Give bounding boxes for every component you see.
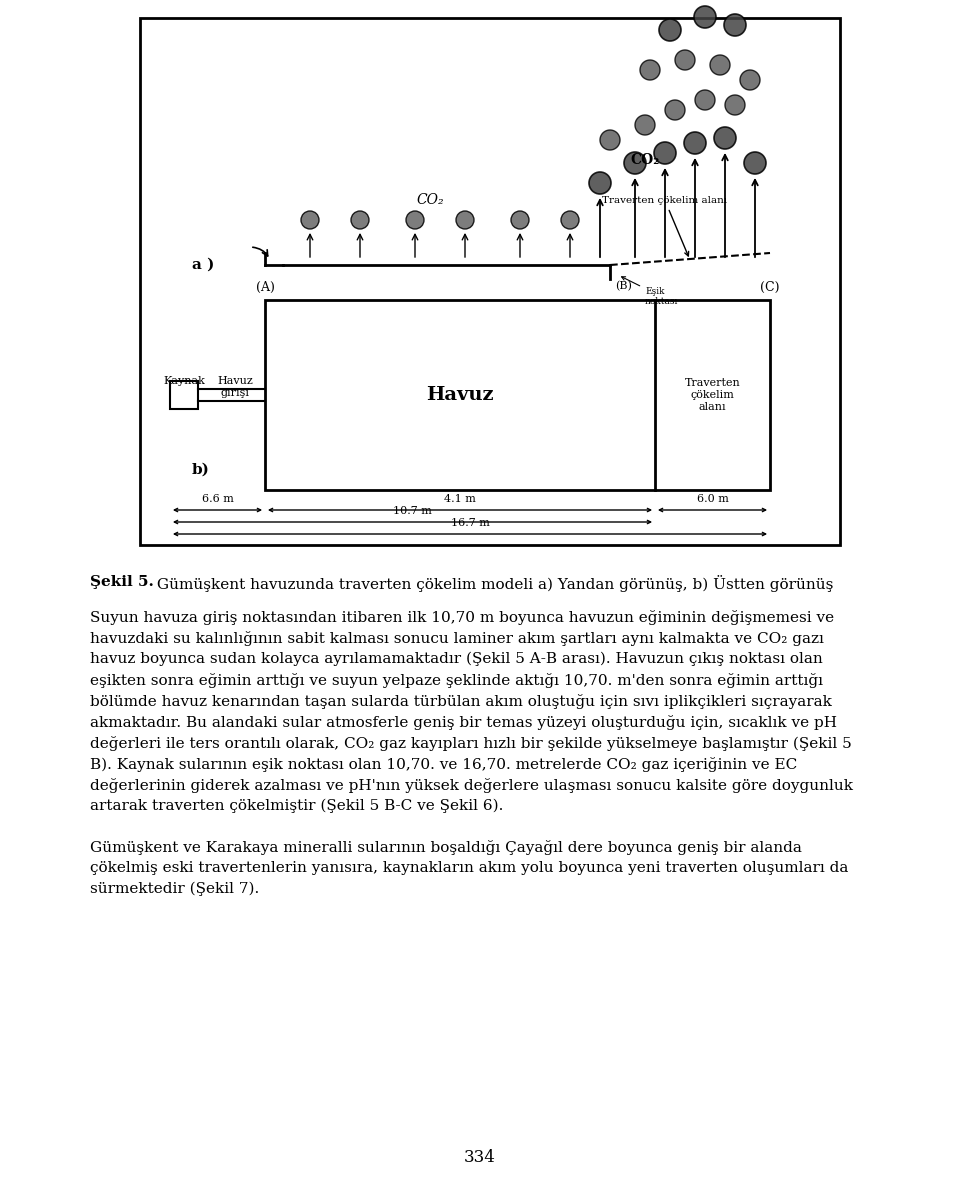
- Text: (A): (A): [255, 281, 275, 294]
- Circle shape: [511, 211, 529, 229]
- Text: Traverten
çökelim
alanı: Traverten çökelim alanı: [684, 378, 740, 412]
- Text: a ): a ): [192, 258, 214, 272]
- Circle shape: [654, 142, 676, 164]
- Circle shape: [665, 100, 685, 121]
- Text: eşikten sonra eğimin arttığı ve suyun yelpaze şeklinde aktığı 10,70. m'den sonra: eşikten sonra eğimin arttığı ve suyun ye…: [90, 673, 823, 688]
- Circle shape: [694, 6, 716, 27]
- Circle shape: [675, 50, 695, 70]
- Text: b): b): [192, 463, 210, 476]
- Circle shape: [710, 55, 730, 75]
- Circle shape: [714, 127, 736, 149]
- Text: 334: 334: [464, 1150, 496, 1167]
- Text: 16.7 m: 16.7 m: [450, 518, 490, 528]
- Text: sürmektedir (Şekil 7).: sürmektedir (Şekil 7).: [90, 882, 259, 897]
- Bar: [170, 381, 198, 410]
- Text: çökelmiş eski travertenlerin yanısıra, kaynakların akım yolu boyunca yeni traver: çökelmiş eski travertenlerin yanısıra, k…: [90, 861, 849, 875]
- Text: Havuz
girişi: Havuz girişi: [217, 376, 252, 398]
- Circle shape: [600, 130, 620, 150]
- Circle shape: [640, 60, 660, 80]
- Text: Eşik
noktası: Eşik noktası: [621, 277, 679, 307]
- Bar: [265, 300, 770, 490]
- Circle shape: [724, 14, 746, 36]
- Text: Kaynak: Kaynak: [163, 376, 204, 386]
- Circle shape: [301, 211, 319, 229]
- Circle shape: [635, 115, 655, 135]
- Circle shape: [561, 211, 579, 229]
- Text: artarak traverten çökelmiştir (Şekil 5 B-C ve Şekil 6).: artarak traverten çökelmiştir (Şekil 5 B…: [90, 799, 503, 813]
- Text: 10.7 m: 10.7 m: [393, 506, 432, 516]
- Text: (B): (B): [615, 281, 632, 291]
- Text: B). Kaynak sularının eşik noktası olan 10,70. ve 16,70. metrelerde CO₂ gaz içeri: B). Kaynak sularının eşik noktası olan 1…: [90, 757, 797, 773]
- Text: değerlerinin giderek azalması ve pH'nın yüksek değerlere ulaşması sonucu kalsite: değerlerinin giderek azalması ve pH'nın …: [90, 778, 853, 793]
- Text: değerleri ile ters orantılı olarak, CO₂ gaz kayıpları hızlı bir şekilde yükselme: değerleri ile ters orantılı olarak, CO₂ …: [90, 736, 852, 751]
- Circle shape: [744, 152, 766, 174]
- Text: Traverten çökelim alanı: Traverten çökelim alanı: [603, 196, 728, 256]
- Text: Şekil 5.: Şekil 5.: [90, 576, 154, 589]
- Circle shape: [589, 172, 611, 193]
- Text: bölümde havuz kenarından taşan sularda türbülan akım oluştuğu için sıvı iplikçik: bölümde havuz kenarından taşan sularda t…: [90, 694, 832, 709]
- Text: CO₂: CO₂: [630, 153, 660, 167]
- Circle shape: [456, 211, 474, 229]
- Text: CO₂: CO₂: [417, 193, 444, 207]
- Circle shape: [684, 133, 706, 154]
- Text: Suyun havuza giriş noktasından itibaren ilk 10,70 m boyunca havuzun eğiminin değ: Suyun havuza giriş noktasından itibaren …: [90, 610, 834, 624]
- Circle shape: [351, 211, 369, 229]
- Text: 6.6 m: 6.6 m: [202, 494, 233, 504]
- Circle shape: [406, 211, 424, 229]
- Text: Havuz: Havuz: [426, 386, 493, 404]
- Text: Gümüşkent ve Karakaya mineralli sularının boşaldığı Çayağıl dere boyunca geniş b: Gümüşkent ve Karakaya mineralli sularını…: [90, 841, 802, 855]
- Text: havuz boyunca sudan kolayca ayrılamamaktadır (Şekil 5 A-B arası). Havuzun çıkış : havuz boyunca sudan kolayca ayrılamamakt…: [90, 652, 823, 666]
- Text: 6.0 m: 6.0 m: [697, 494, 729, 504]
- Circle shape: [695, 90, 715, 110]
- Bar: [140, 18, 840, 544]
- Text: 4.1 m: 4.1 m: [444, 494, 476, 504]
- Text: akmaktadır. Bu alandaki sular atmosferle geniş bir temas yüzeyi oluşturduğu için: akmaktadır. Bu alandaki sular atmosferle…: [90, 715, 837, 730]
- Circle shape: [624, 152, 646, 174]
- Text: havuzdaki su kalınlığının sabit kalması sonucu laminer akım şartları aynı kalmak: havuzdaki su kalınlığının sabit kalması …: [90, 630, 824, 646]
- Circle shape: [725, 96, 745, 115]
- Text: (C): (C): [760, 281, 780, 294]
- Circle shape: [740, 70, 760, 90]
- Circle shape: [659, 19, 681, 41]
- Text: Gümüşkent havuzunda traverten çökelim modeli a) Yandan görünüş, b) Üstten görünü: Gümüşkent havuzunda traverten çökelim mo…: [152, 576, 833, 592]
